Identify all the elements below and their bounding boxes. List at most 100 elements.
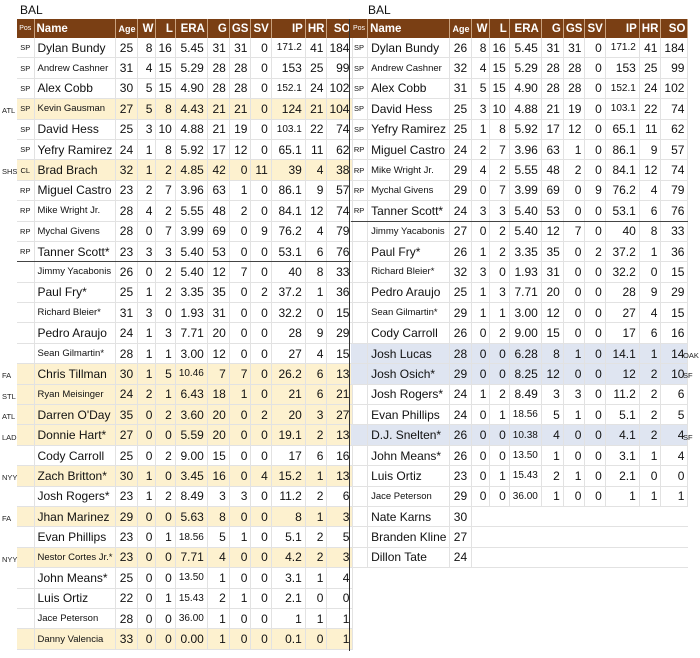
table-row: Jimmy Yacabonis 27 0 2 5.40 12 7 0 40 8 33 <box>351 221 689 242</box>
cell-g: 1 <box>207 567 230 589</box>
cell-w: 3 <box>137 241 157 263</box>
cell-pos <box>351 547 369 569</box>
cell-hr: 1 <box>305 567 328 589</box>
col-header-pos: Pos <box>351 19 369 38</box>
cell-g: 21 <box>541 98 564 120</box>
cell-pos: SP <box>17 98 35 120</box>
cell-pos <box>17 445 35 467</box>
cell-l: 2 <box>155 200 176 222</box>
cell-w: 2 <box>471 139 491 161</box>
cell-hr: 25 <box>305 57 328 79</box>
cell-era: 15.43 <box>175 588 208 609</box>
cell-ip: 3.1 <box>271 567 306 589</box>
cell-era: 5.29 <box>175 57 208 79</box>
cell-gs <box>563 547 585 569</box>
table-row: Josh Rogers* 24 1 2 8.49 3 3 0 11.2 2 6 <box>351 384 689 406</box>
cell-g: 31 <box>207 302 230 324</box>
col-header-gs: GS <box>563 19 586 38</box>
transaction-note: FA <box>2 514 12 524</box>
table-row: RP Tanner Scott* 24 3 3 5.40 53 0 0 53.1 6 76 <box>351 200 689 222</box>
cell-era: 5.40 <box>175 241 208 263</box>
table-row: D.J. Snelten* 26 0 0 10.38 4 0 0 4.1 2 4 <box>351 424 689 446</box>
cell-pos <box>17 404 35 426</box>
cell-sv: 2 <box>250 404 272 426</box>
cell-hr: 2 <box>305 486 328 507</box>
cell-w: 0 <box>137 445 157 467</box>
cell-age: 32 <box>449 261 473 283</box>
cell-w: 0 <box>471 322 491 344</box>
cell-name: Nate Karns <box>367 506 451 528</box>
col-header-name: Name <box>34 19 117 38</box>
cell-hr: 6 <box>639 322 662 344</box>
cell-age: 29 <box>115 506 139 528</box>
table-row: Luis Ortiz 23 0 1 15.43 2 1 0 2.1 0 0 <box>351 465 689 487</box>
cell-g: 69 <box>207 221 230 242</box>
cell-ip: 20 <box>271 404 306 426</box>
cell-name: Josh Rogers* <box>34 486 117 507</box>
cell-era: 3.00 <box>509 302 542 324</box>
cell-age: 26 <box>449 445 473 467</box>
cell-ip: 153 <box>271 57 306 79</box>
cell-age: 27 <box>449 221 473 242</box>
cell-sv: 0 <box>250 384 272 406</box>
cell-name: Richard Bleier* <box>367 261 451 283</box>
cell-ip: 53.1 <box>271 241 306 263</box>
cell-name: Brad Brach <box>34 159 117 181</box>
cell-w: 0 <box>471 404 491 426</box>
cell-name: Zach Britton* <box>34 465 117 487</box>
cell-l: 1 <box>155 343 176 365</box>
cell-era: 3.99 <box>509 180 542 202</box>
cell-name: Luis Ortiz <box>367 465 451 487</box>
table-row: Richard Bleier* 31 3 0 1.93 31 0 0 32.2 0 15 <box>17 302 354 324</box>
cell-pos: SP <box>351 78 369 100</box>
cell-l: 2 <box>155 282 176 304</box>
cell-sv: 0 <box>584 282 606 304</box>
cell-era: 7.71 <box>175 322 208 344</box>
cell-l: 1 <box>489 302 510 324</box>
cell-g: 35 <box>207 282 230 304</box>
cell-name: Paul Fry* <box>34 282 117 304</box>
transaction-note: STL <box>2 391 16 401</box>
cell-w <box>471 506 490 528</box>
cell-so: 74 <box>660 159 689 181</box>
cell-g: 21 <box>207 119 230 140</box>
cell-pos <box>351 221 369 242</box>
cell-gs: 0 <box>229 608 252 630</box>
cell-ip: 28 <box>271 322 306 344</box>
cell-gs: 1 <box>563 465 586 487</box>
cell-era <box>509 547 542 569</box>
cell-sv: 0 <box>584 98 606 120</box>
cell-pos: RP <box>351 200 369 222</box>
cell-age: 23 <box>115 241 139 263</box>
cell-so: 1 <box>326 628 354 650</box>
cell-age: 29 <box>449 180 473 202</box>
cell-gs: 0 <box>563 445 586 467</box>
cell-era: 3.96 <box>509 139 542 161</box>
cell-hr: 41 <box>305 38 328 59</box>
cell-era: 4.85 <box>175 159 208 181</box>
cell-so: 102 <box>660 78 689 100</box>
cell-gs: 21 <box>229 98 252 120</box>
cell-ip: 26.2 <box>271 363 306 385</box>
cell-gs: 3 <box>563 384 586 406</box>
cell-hr: 2 <box>639 384 662 406</box>
cell-g: 17 <box>541 119 564 140</box>
table-row: Paul Fry* 26 1 2 3.35 35 0 2 37.2 1 36 <box>351 241 689 263</box>
cell-hr: 2 <box>639 424 662 446</box>
col-header-w: W <box>137 19 157 38</box>
cell-hr: 1 <box>639 445 662 467</box>
cell-hr: 9 <box>305 180 328 202</box>
table-row: SP Andrew Cashner 32 4 15 5.29 28 28 0 153 25 99 <box>351 57 689 79</box>
cell-w: 0 <box>471 363 491 385</box>
cell-g: 12 <box>207 343 230 365</box>
cell-hr: 2 <box>639 404 662 426</box>
cell-pos <box>351 322 369 344</box>
cell-l: 0 <box>489 261 510 283</box>
cell-era: 3.00 <box>175 343 208 365</box>
cell-age: 30 <box>449 506 473 528</box>
cell-g <box>541 526 564 548</box>
cell-l: 7 <box>155 221 176 242</box>
cell-so: 104 <box>326 98 354 120</box>
transaction-note: SHS <box>2 167 18 177</box>
cell-age: 27 <box>115 424 139 446</box>
